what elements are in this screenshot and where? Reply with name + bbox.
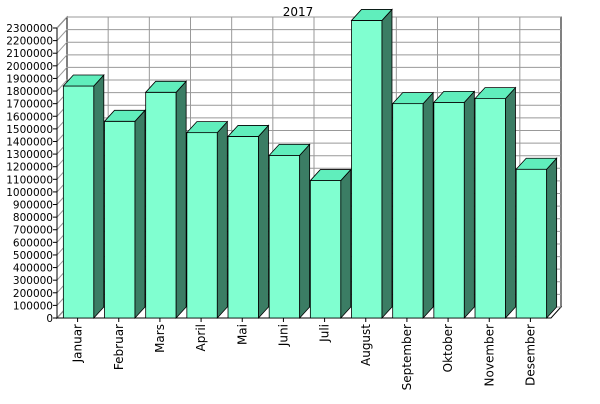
y-tick-label: 1200000 bbox=[6, 162, 53, 174]
bar-top-face bbox=[103, 109, 146, 122]
y-tick-label: 1100000 bbox=[6, 174, 53, 186]
bar-side-face bbox=[175, 80, 187, 320]
x-category-label: September bbox=[400, 324, 414, 390]
bar-front-face bbox=[515, 168, 548, 319]
chart-title: 2017 bbox=[283, 5, 314, 19]
y-tick-label: 2300000 bbox=[6, 23, 53, 35]
bar-top-face bbox=[432, 90, 476, 103]
grid-line-horizontal bbox=[56, 54, 561, 67]
bar-side-face bbox=[299, 143, 311, 320]
y-tick-label: 300000 bbox=[13, 275, 53, 287]
x-category-label: April bbox=[194, 324, 208, 351]
y-tick-label: 2100000 bbox=[6, 48, 53, 60]
bar bbox=[144, 80, 188, 320]
bar bbox=[227, 124, 270, 320]
y-tick-label: 900000 bbox=[13, 200, 53, 212]
y-tick-label: 800000 bbox=[13, 212, 53, 224]
bar-top-face bbox=[391, 92, 435, 105]
bar-side-face bbox=[381, 8, 393, 320]
bar-side-face bbox=[93, 73, 105, 320]
bar-side-face bbox=[546, 157, 558, 320]
bar-top-face bbox=[474, 87, 517, 100]
bar-front-face bbox=[145, 91, 177, 319]
y-tick-label: 1900000 bbox=[6, 73, 53, 85]
bar bbox=[309, 168, 352, 320]
bar-front-face bbox=[433, 101, 465, 319]
y-tick-label: 1700000 bbox=[6, 99, 53, 111]
grid-line-horizontal bbox=[56, 41, 561, 54]
y-tick-label: 1800000 bbox=[6, 86, 53, 98]
bar-side-face bbox=[505, 86, 516, 320]
grid-line-horizontal bbox=[56, 79, 561, 92]
bar-series bbox=[62, 8, 558, 320]
bar-side-face bbox=[216, 120, 228, 320]
x-category-label: Oktober bbox=[441, 324, 455, 372]
bar bbox=[432, 90, 476, 320]
bar-top-face bbox=[144, 80, 188, 93]
y-tick-label: 0 bbox=[46, 313, 53, 325]
bar-top-face bbox=[227, 125, 270, 137]
y-tick-label: 1000000 bbox=[6, 187, 53, 199]
bar bbox=[103, 109, 146, 320]
y-tick-label: 100000 bbox=[13, 300, 53, 312]
grid-line-horizontal bbox=[56, 66, 561, 79]
y-tick-label: 200000 bbox=[13, 288, 53, 300]
bar-front-face bbox=[104, 120, 136, 319]
bar-front-face bbox=[62, 85, 95, 319]
bar bbox=[350, 8, 393, 320]
grid-line-horizontal bbox=[56, 16, 561, 29]
bar bbox=[62, 73, 105, 320]
y-axis-ticks: 0100000200000300000400000500000600000700… bbox=[6, 23, 551, 325]
bar bbox=[474, 86, 517, 320]
bar-front-face bbox=[474, 98, 506, 319]
x-category-label: Februar bbox=[112, 324, 126, 370]
bar-side-face bbox=[340, 168, 352, 320]
x-category-label: Januar bbox=[71, 324, 85, 363]
bar-side-face bbox=[422, 91, 434, 320]
x-category-label: Mai bbox=[235, 324, 249, 345]
y-tick-label: 2000000 bbox=[6, 61, 53, 73]
y-tick-label: 500000 bbox=[13, 250, 53, 262]
bar-front-face bbox=[351, 20, 383, 319]
x-category-label: August bbox=[359, 324, 373, 366]
x-category-label: November bbox=[482, 324, 496, 386]
bar bbox=[185, 120, 229, 320]
bar-front-face bbox=[268, 154, 301, 319]
y-tick-label: 1600000 bbox=[6, 111, 53, 123]
y-tick-label: 2200000 bbox=[6, 36, 53, 48]
bar bbox=[391, 91, 435, 320]
bar-front-face bbox=[227, 136, 259, 319]
bar-front-face bbox=[186, 132, 218, 319]
y-tick-label: 700000 bbox=[13, 225, 53, 237]
y-tick-label: 400000 bbox=[13, 263, 53, 275]
x-category-label: Desember bbox=[523, 324, 537, 386]
bar-top-face bbox=[62, 74, 105, 87]
y-tick-label: 600000 bbox=[13, 237, 53, 249]
bar-front-face bbox=[309, 180, 342, 319]
y-tick-label: 1300000 bbox=[6, 149, 53, 161]
x-category-label: Juni bbox=[276, 324, 290, 347]
bar bbox=[515, 157, 558, 320]
y-tick-label: 1500000 bbox=[6, 124, 53, 136]
bar-side-face bbox=[258, 124, 269, 320]
bar-front-face bbox=[392, 103, 424, 319]
x-category-label: Juli bbox=[318, 324, 332, 343]
bar-top-face bbox=[350, 9, 393, 21]
bar-top-face bbox=[309, 169, 352, 181]
y-tick-label: 1400000 bbox=[6, 136, 53, 148]
bar-top-face bbox=[185, 121, 229, 134]
bar bbox=[268, 143, 311, 320]
bar-top-face bbox=[268, 143, 311, 156]
bar-top-face bbox=[515, 157, 558, 170]
grid-line-horizontal bbox=[56, 29, 561, 41]
x-axis-labels: Januar Februar Mars April Mai Juni Juli August S… bbox=[71, 318, 537, 390]
bar-side-face bbox=[134, 109, 146, 320]
x-category-label: Mars bbox=[153, 324, 167, 353]
bar-side-face bbox=[463, 90, 475, 320]
